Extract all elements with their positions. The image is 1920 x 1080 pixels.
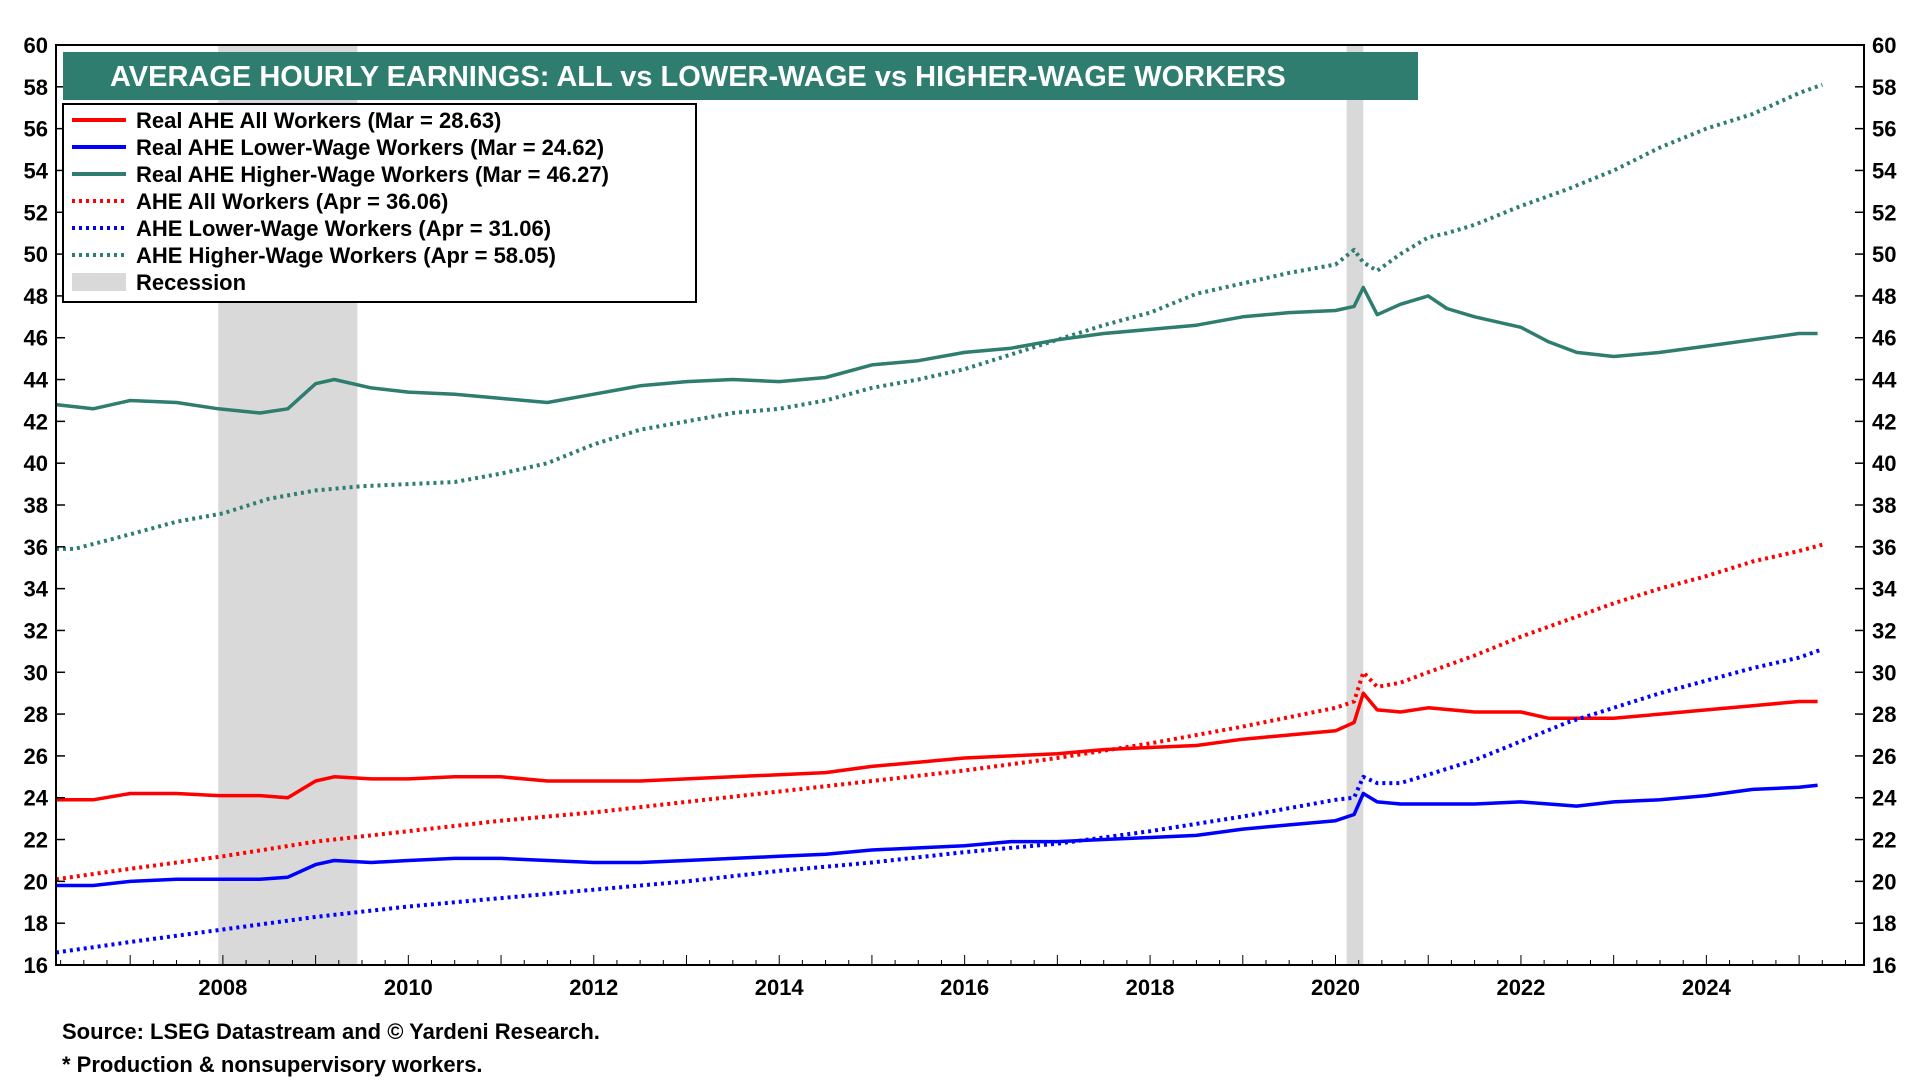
chart-title: AVERAGE HOURLY EARNINGS: ALL vs LOWER-WA… bbox=[110, 61, 1286, 93]
y-tick-label-left: 16 bbox=[24, 953, 48, 978]
y-tick-label-left: 56 bbox=[24, 117, 48, 142]
y-tick-label-right: 54 bbox=[1872, 158, 1897, 183]
series-line-real-ahe-lower-wage-workers bbox=[56, 783, 1818, 888]
chart-title-background bbox=[63, 52, 1418, 100]
y-tick-label-right: 34 bbox=[1872, 577, 1897, 602]
y-tick-label-left: 34 bbox=[24, 577, 49, 602]
y-tick-label-right: 28 bbox=[1872, 702, 1896, 727]
legend-label-5: AHE Lower-Wage Workers (Apr = 31.06) bbox=[136, 216, 551, 241]
y-tick-label-right: 46 bbox=[1872, 326, 1896, 351]
x-tick-label: 2018 bbox=[1126, 975, 1175, 1000]
legend-label-3: Real AHE Higher-Wage Workers (Mar = 46.2… bbox=[136, 162, 609, 187]
y-tick-label-right: 26 bbox=[1872, 744, 1896, 769]
y-tick-label-left: 24 bbox=[24, 786, 49, 811]
y-tick-label-right: 30 bbox=[1872, 660, 1896, 685]
x-tick-label: 2010 bbox=[384, 975, 433, 1000]
y-tick-label-right: 42 bbox=[1872, 409, 1896, 434]
series-line-ahe-higher-wage-workers bbox=[56, 82, 1823, 551]
legend-label-6: AHE Higher-Wage Workers (Apr = 58.05) bbox=[136, 243, 556, 268]
y-tick-label-left: 48 bbox=[24, 284, 48, 309]
y-tick-label-left: 30 bbox=[24, 660, 48, 685]
y-tick-label-right: 50 bbox=[1872, 242, 1896, 267]
x-tick-label: 2024 bbox=[1682, 975, 1732, 1000]
legend-swatch-recession bbox=[72, 273, 126, 291]
y-tick-label-right: 20 bbox=[1872, 869, 1896, 894]
legend-label-4: AHE All Workers (Apr = 36.06) bbox=[136, 189, 448, 214]
y-tick-label-left: 20 bbox=[24, 869, 48, 894]
recession-band-2 bbox=[1346, 45, 1364, 965]
legend-label-7: Recession bbox=[136, 270, 246, 295]
y-tick-label-right: 58 bbox=[1872, 75, 1896, 100]
y-tick-label-right: 38 bbox=[1872, 493, 1896, 518]
y-tick-label-right: 32 bbox=[1872, 618, 1896, 643]
legend: Real AHE All Workers (Mar = 28.63)Real A… bbox=[62, 103, 697, 303]
y-tick-label-left: 36 bbox=[24, 535, 48, 560]
x-tick-label: 2014 bbox=[755, 975, 805, 1000]
x-tick-label: 2022 bbox=[1496, 975, 1545, 1000]
x-tick-label: 2012 bbox=[569, 975, 618, 1000]
y-tick-label-right: 36 bbox=[1872, 535, 1896, 560]
x-tick-label: 2016 bbox=[940, 975, 989, 1000]
y-tick-label-left: 32 bbox=[24, 618, 48, 643]
y-tick-label-right: 56 bbox=[1872, 117, 1896, 142]
y-tick-label-right: 16 bbox=[1872, 953, 1896, 978]
y-tick-label-left: 26 bbox=[24, 744, 48, 769]
y-tick-label-right: 48 bbox=[1872, 284, 1896, 309]
y-tick-label-left: 58 bbox=[24, 75, 48, 100]
y-tick-label-left: 50 bbox=[24, 242, 48, 267]
series-line-real-ahe-all-workers bbox=[56, 691, 1818, 802]
y-tick-label-right: 52 bbox=[1872, 200, 1896, 225]
y-tick-label-left: 54 bbox=[24, 158, 49, 183]
series-lines bbox=[55, 82, 1823, 955]
chart-title-banner: AVERAGE HOURLY EARNINGS: ALL vs LOWER-WA… bbox=[63, 52, 1418, 100]
series-line-ahe-lower-wage-workers bbox=[55, 647, 1823, 955]
y-tick-label-left: 22 bbox=[24, 828, 48, 853]
x-tick-label: 2008 bbox=[198, 975, 247, 1000]
y-tick-label-right: 18 bbox=[1872, 911, 1896, 936]
y-tick-label-right: 24 bbox=[1872, 786, 1897, 811]
y-tick-label-right: 22 bbox=[1872, 828, 1896, 853]
legend-label-1: Real AHE All Workers (Mar = 28.63) bbox=[136, 108, 501, 133]
y-tick-label-left: 60 bbox=[24, 33, 48, 58]
y-tick-label-left: 38 bbox=[24, 493, 48, 518]
y-tick-label-left: 18 bbox=[24, 911, 48, 936]
y-tick-label-left: 44 bbox=[24, 368, 49, 393]
y-tick-label-right: 60 bbox=[1872, 33, 1896, 58]
y-tick-label-left: 40 bbox=[24, 451, 48, 476]
y-tick-label-left: 42 bbox=[24, 409, 48, 434]
y-tick-label-left: 28 bbox=[24, 702, 48, 727]
y-tick-label-left: 52 bbox=[24, 200, 48, 225]
legend-box bbox=[62, 103, 697, 303]
y-tick-label-right: 44 bbox=[1872, 368, 1897, 393]
series-line-real-ahe-higher-wage-workers bbox=[55, 285, 1818, 415]
legend-label-2: Real AHE Lower-Wage Workers (Mar = 24.62… bbox=[136, 135, 604, 160]
y-tick-label-right: 40 bbox=[1872, 451, 1896, 476]
y-tick-label-left: 46 bbox=[24, 326, 48, 351]
production-footnote: * Production & nonsupervisory workers. bbox=[62, 1052, 483, 1077]
source-footnote: Source: LSEG Datastream and © Yardeni Re… bbox=[62, 1019, 600, 1044]
x-tick-label: 2020 bbox=[1311, 975, 1360, 1000]
